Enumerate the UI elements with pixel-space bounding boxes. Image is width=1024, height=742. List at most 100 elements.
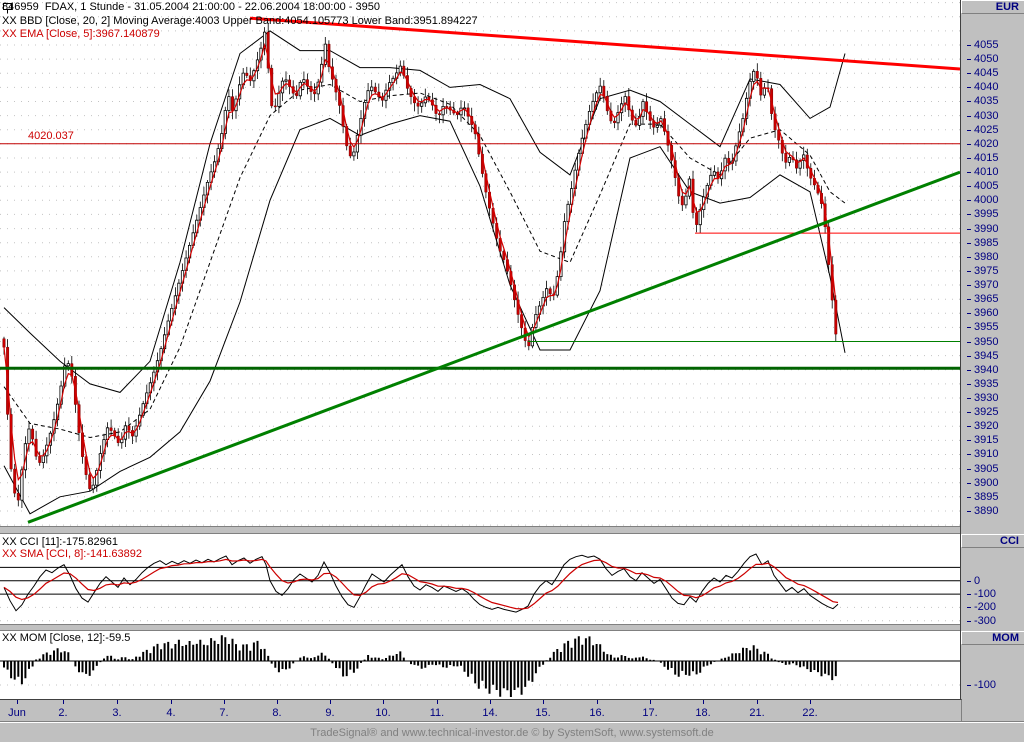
pane-separator[interactable] [0, 526, 961, 534]
price-tick-label: 3925 [967, 407, 998, 418]
date-axis-label: 21. [749, 707, 765, 719]
date-tick-mark [383, 700, 384, 704]
date-tick-mark [224, 700, 225, 704]
price-tick-label: 3900 [967, 478, 998, 489]
bollinger-upper-band [3, 30, 846, 393]
date-axis-label: 4. [166, 707, 176, 719]
price-tick-label: 3945 [967, 351, 998, 362]
price-tick-label: 3970 [967, 280, 998, 291]
date-tick-mark [757, 700, 758, 704]
date-axis-label: Jun [8, 707, 26, 719]
date-axis-label: 8. [272, 707, 282, 719]
price-chart-pane[interactable]: 846959 FDAX, 1 Stunde - 31.05.2004 21:00… [0, 0, 960, 526]
date-axis-label: 22. [802, 707, 818, 719]
mom-indicator-label: XX MOM [Close, 12]:-59.5 [2, 632, 131, 644]
currency-axis-header: EUR [961, 0, 1024, 14]
date-axis-label: 2. [58, 707, 68, 719]
price-tick-label: 3930 [967, 393, 998, 404]
date-tick-mark [703, 700, 704, 704]
price-tick-label: 3920 [967, 421, 998, 432]
status-bar: TradeSignal® and www.technical-investor.… [0, 721, 1024, 742]
cci-sma-line [3, 558, 839, 610]
date-tick-mark [810, 700, 811, 704]
price-tick-label: 3915 [967, 435, 998, 446]
price-tick-label: 4020 [967, 139, 998, 150]
date-axis-label: 17. [642, 707, 658, 719]
ema-line [3, 42, 837, 482]
price-tick-label: 3910 [967, 449, 998, 460]
ema-indicator-label: XX EMA [Close, 5]:3967.140879 [2, 28, 160, 40]
chart-window-icon [3, 3, 12, 14]
hline-price-label: 4020.037 [28, 130, 74, 142]
price-tick-label: 3960 [967, 308, 998, 319]
price-tick-label: 4035 [967, 96, 998, 107]
mom-tick-label: -100 [967, 680, 996, 691]
date-axis-label: 15. [535, 707, 551, 719]
date-tick-mark [650, 700, 651, 704]
bollinger-middle-band [3, 83, 846, 439]
price-tick-label: 3990 [967, 224, 998, 235]
momentum-canvas [0, 635, 960, 697]
chart-title: 846959 FDAX, 1 Stunde - 31.05.2004 21:00… [2, 1, 380, 13]
price-tick-label: 3965 [967, 294, 998, 305]
cci-tick-label: 0 [967, 576, 980, 587]
price-tick-label: 4045 [967, 68, 998, 79]
price-tick-label: 4055 [967, 40, 998, 51]
price-tick-label: 3895 [967, 492, 998, 503]
price-tick-label: 4030 [967, 111, 998, 122]
price-tick-label: 4040 [967, 82, 998, 93]
date-tick-mark [277, 700, 278, 704]
price-tick-label: 4050 [967, 54, 998, 65]
date-axis-label: 18. [695, 707, 711, 719]
bbd-indicator-label: XX BBD [Close, 20, 2] Moving Average:400… [2, 15, 478, 27]
cci-tick-label: -100 [967, 589, 996, 600]
price-tick-label: 4015 [967, 153, 998, 164]
price-tick-label: 4000 [967, 195, 998, 206]
price-tick-label: 4025 [967, 125, 998, 136]
price-tick-label: 3940 [967, 365, 998, 376]
price-tick-label: 3980 [967, 252, 998, 263]
date-axis-label: 3. [112, 707, 122, 719]
date-tick-mark [490, 700, 491, 704]
cci-indicator-label: XX CCI [11]:-175.82961 [2, 536, 118, 548]
momentum-indicator-pane[interactable]: XX MOM [Close, 12]:-59.5 [0, 631, 960, 699]
date-axis-label: 11. [429, 707, 445, 719]
uptrend-line [27, 170, 960, 524]
date-tick-mark [543, 700, 544, 704]
momentum-histogram-bars [3, 635, 837, 697]
date-tick-mark [437, 700, 438, 704]
cci-indicator-pane[interactable]: XX CCI [11]:-175.82961 XX SMA [CCI, 8]:-… [0, 534, 960, 624]
pane-separator[interactable] [0, 624, 961, 631]
price-tick-label: 3905 [967, 464, 998, 475]
cci-line [3, 553, 839, 613]
price-chart-canvas [0, 2, 960, 526]
date-tick-mark [63, 700, 64, 704]
date-tick-mark [117, 700, 118, 704]
price-tick-label: 3995 [967, 209, 998, 220]
up-candle-bodies [20, 31, 806, 501]
price-tick-label: 3950 [967, 337, 998, 348]
date-tick-mark [330, 700, 331, 704]
date-axis-label: 14. [482, 707, 498, 719]
copyright-text: TradeSignal® and www.technical-investor.… [310, 727, 714, 739]
date-tick-mark [17, 700, 18, 704]
cci-tick-label: -300 [967, 616, 996, 627]
date-axis-label: 10. [375, 707, 391, 719]
date-axis-label: 16. [589, 707, 605, 719]
date-axis-strip[interactable]: Jun 2. 3. 4. 7. 8. 9. 10. 11. 14. 15. 16. 17. 18. 21. 2… [0, 699, 962, 721]
mom-axis-header: MOM [961, 631, 1024, 645]
price-tick-label: 3935 [967, 379, 998, 390]
date-axis-label: 9. [325, 707, 335, 719]
cci-axis-header: CCI [961, 534, 1024, 548]
bollinger-lower-band [3, 115, 846, 515]
price-tick-label: 3890 [967, 506, 998, 517]
downtrend-line [249, 16, 960, 71]
cci-sma-indicator-label: XX SMA [CCI, 8]:-141.63892 [2, 548, 143, 560]
date-tick-mark [171, 700, 172, 704]
cci-tick-label: -200 [967, 602, 996, 613]
price-tick-label: 3955 [967, 322, 998, 333]
date-tick-mark [597, 700, 598, 704]
price-tick-label: 4010 [967, 167, 998, 178]
chart-title-row: 846959 FDAX, 1 Stunde - 31.05.2004 21:00… [2, 1, 380, 14]
